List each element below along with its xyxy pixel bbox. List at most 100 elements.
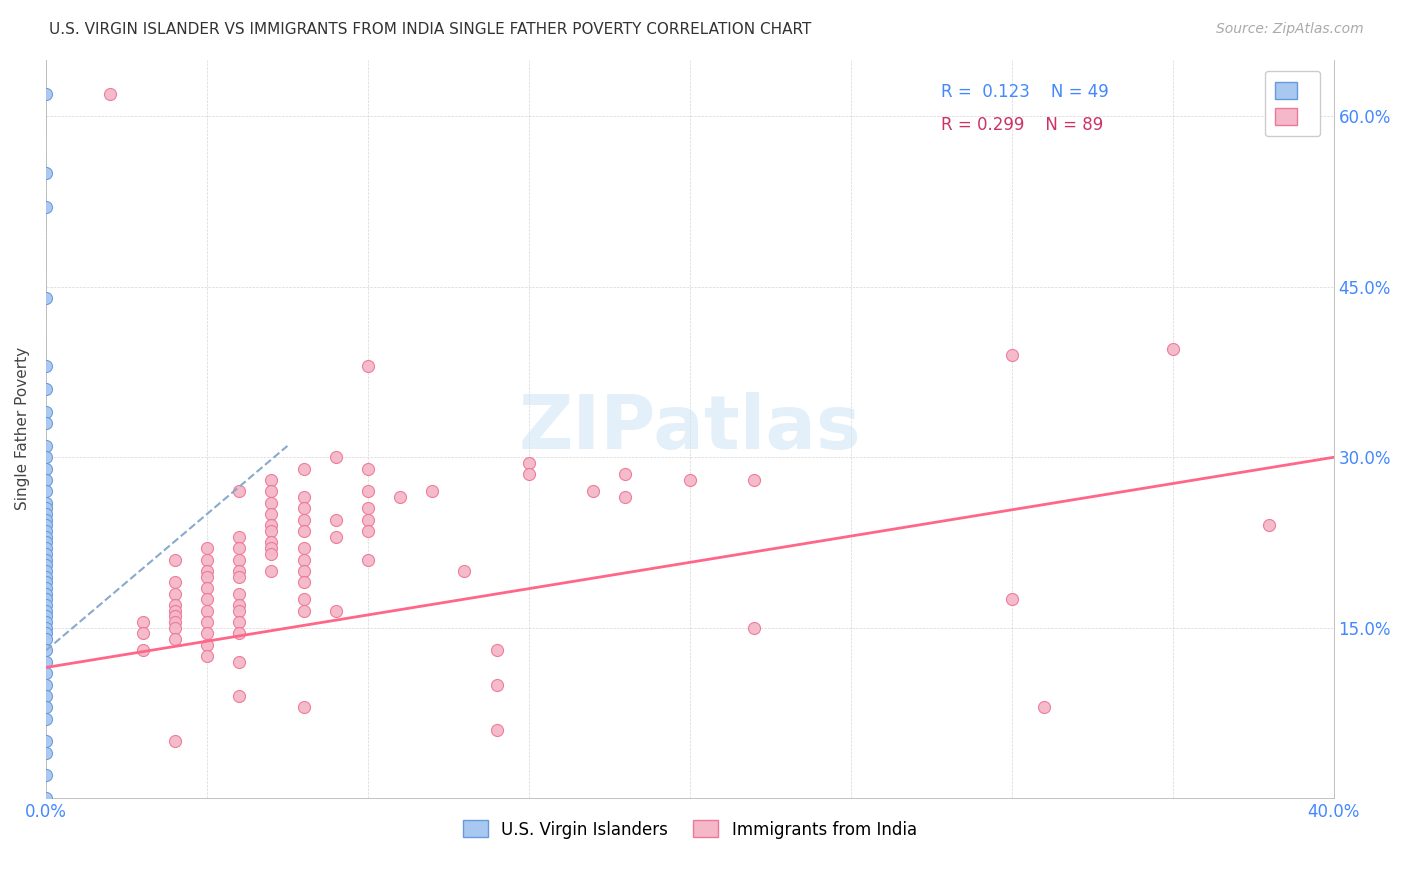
Point — [35, 689, 58, 703]
Point — [260, 484, 283, 499]
Point — [35, 615, 58, 629]
Point — [163, 604, 186, 618]
Text: ZIPatlas: ZIPatlas — [519, 392, 860, 466]
Point — [163, 586, 186, 600]
Point — [228, 530, 250, 544]
Point — [357, 359, 380, 374]
Point — [35, 632, 58, 646]
Point — [228, 655, 250, 669]
Point — [485, 723, 508, 737]
Point — [35, 700, 58, 714]
Point — [260, 524, 283, 538]
Point — [679, 473, 702, 487]
Point — [582, 484, 605, 499]
Point — [35, 592, 58, 607]
Point — [357, 513, 380, 527]
Point — [228, 552, 250, 566]
Point — [614, 467, 637, 482]
Legend: U.S. Virgin Islanders, Immigrants from India: U.S. Virgin Islanders, Immigrants from I… — [457, 814, 924, 846]
Point — [163, 621, 186, 635]
Point — [357, 501, 380, 516]
Point — [260, 535, 283, 549]
Text: Source: ZipAtlas.com: Source: ZipAtlas.com — [1216, 22, 1364, 37]
Point — [35, 712, 58, 726]
Point — [35, 598, 58, 612]
Point — [35, 200, 58, 214]
Point — [98, 87, 121, 101]
Point — [35, 535, 58, 549]
Text: R = 0.299    N = 89: R = 0.299 N = 89 — [941, 116, 1104, 134]
Point — [35, 166, 58, 180]
Point — [195, 626, 218, 640]
Point — [35, 552, 58, 566]
Point — [228, 541, 250, 556]
Point — [35, 524, 58, 538]
Point — [35, 513, 58, 527]
Point — [292, 501, 315, 516]
Point — [195, 564, 218, 578]
Point — [357, 524, 380, 538]
Point — [228, 569, 250, 583]
Point — [35, 604, 58, 618]
Point — [35, 643, 58, 657]
Point — [195, 649, 218, 664]
Point — [1032, 700, 1054, 714]
Point — [292, 541, 315, 556]
Point — [485, 677, 508, 691]
Point — [292, 552, 315, 566]
Point — [35, 621, 58, 635]
Point — [228, 615, 250, 629]
Point — [35, 496, 58, 510]
Point — [35, 564, 58, 578]
Point — [453, 564, 475, 578]
Point — [35, 575, 58, 590]
Point — [292, 700, 315, 714]
Point — [742, 621, 765, 635]
Point — [260, 507, 283, 521]
Point — [35, 507, 58, 521]
Point — [131, 643, 153, 657]
Point — [228, 626, 250, 640]
Point — [292, 524, 315, 538]
Point — [517, 456, 540, 470]
Point — [35, 461, 58, 475]
Point — [35, 382, 58, 396]
Point — [420, 484, 443, 499]
Point — [228, 586, 250, 600]
Point — [357, 461, 380, 475]
Point — [325, 513, 347, 527]
Point — [228, 689, 250, 703]
Point — [131, 626, 153, 640]
Point — [292, 490, 315, 504]
Point — [260, 473, 283, 487]
Point — [35, 626, 58, 640]
Point — [195, 638, 218, 652]
Point — [35, 558, 58, 573]
Point — [195, 581, 218, 595]
Point — [228, 484, 250, 499]
Point — [163, 575, 186, 590]
Point — [389, 490, 412, 504]
Point — [35, 541, 58, 556]
Y-axis label: Single Father Poverty: Single Father Poverty — [15, 347, 30, 510]
Point — [35, 473, 58, 487]
Point — [742, 473, 765, 487]
Point — [35, 734, 58, 748]
Point — [35, 677, 58, 691]
Point — [35, 586, 58, 600]
Point — [35, 359, 58, 374]
Point — [260, 496, 283, 510]
Point — [35, 569, 58, 583]
Point — [325, 604, 347, 618]
Point — [163, 734, 186, 748]
Point — [195, 552, 218, 566]
Point — [35, 439, 58, 453]
Point — [1161, 343, 1184, 357]
Point — [35, 530, 58, 544]
Point — [35, 405, 58, 419]
Point — [35, 484, 58, 499]
Point — [1258, 518, 1281, 533]
Point — [35, 518, 58, 533]
Point — [35, 791, 58, 805]
Point — [163, 609, 186, 624]
